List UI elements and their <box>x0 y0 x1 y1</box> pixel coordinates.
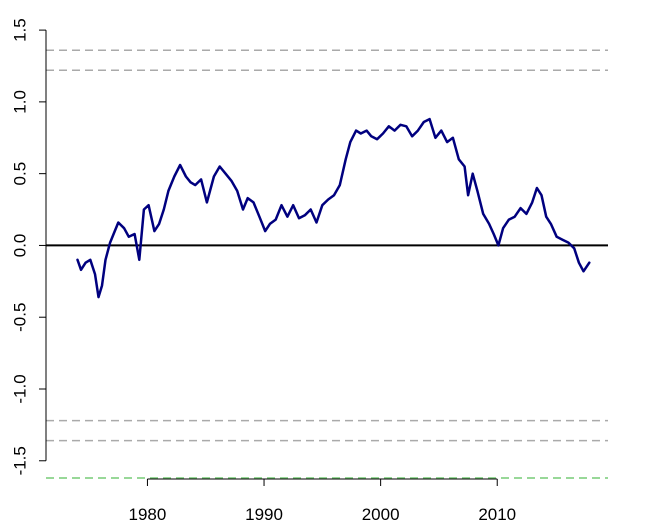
x-axis-ticks: 1980 1990 2000 2010 <box>129 479 516 524</box>
series-layer <box>76 117 591 299</box>
y-axis-ticks: -1.5 -1.0 -0.5 0.0 0.5 1.0 1.5 <box>11 18 46 475</box>
y-tick-label: 1.5 <box>11 18 30 42</box>
y-tick-label: 0.5 <box>11 162 30 186</box>
y-tick-label: -1.0 <box>11 374 30 403</box>
y-tick-label: 0.0 <box>11 234 30 258</box>
x-tick-label: 2000 <box>362 505 400 524</box>
reference-lines <box>46 49 608 479</box>
axes: 1980 1990 2000 2010 -1.5 -1.0 -0.5 0.0 0.5 1.0 1.… <box>11 18 517 524</box>
y-tick-label: -1.5 <box>11 446 30 475</box>
series-line <box>76 117 591 299</box>
x-tick-label: 2010 <box>478 505 516 524</box>
y-tick-label: -0.5 <box>11 303 30 332</box>
y-tick-label: 1.0 <box>11 90 30 114</box>
x-tick-label: 1980 <box>129 505 167 524</box>
x-tick-label: 1990 <box>245 505 283 524</box>
